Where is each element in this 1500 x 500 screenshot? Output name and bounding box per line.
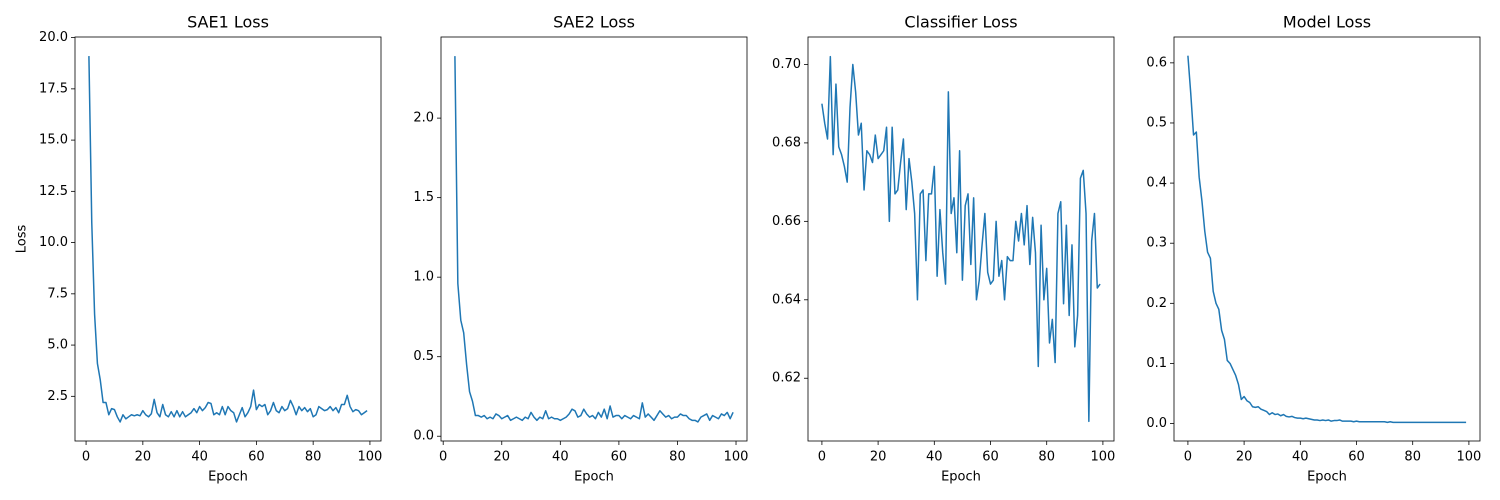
y-tick-label: 0.5 (413, 349, 434, 364)
y-tick-label: 0.70 (772, 57, 801, 72)
y-axis-label: Loss (15, 225, 30, 254)
x-tick-label: 20 (493, 450, 510, 465)
y-tick-label: 1.0 (413, 270, 434, 285)
y-tick-label: 0.1 (1146, 356, 1167, 371)
y-tick-label: 2.0 (413, 111, 434, 126)
y-tick-label: 0.62 (772, 371, 801, 386)
x-tick-label: 80 (669, 450, 686, 465)
y-tick-label: 12.5 (39, 184, 68, 199)
x-tick-label: 40 (552, 450, 569, 465)
x-tick-label: 40 (191, 450, 208, 465)
y-tick-label: 0.4 (1146, 176, 1167, 191)
y-tick-label: 10.0 (39, 235, 68, 250)
loss-line (821, 55, 1101, 423)
axes-frame (440, 36, 748, 442)
x-tick-label: 100 (358, 450, 383, 465)
x-tick-label: 40 (926, 450, 943, 465)
x-tick-label: 80 (305, 450, 322, 465)
x-tick-label: 0 (1184, 450, 1192, 465)
x-tick-label: 60 (611, 450, 628, 465)
x-tick-label: 0 (439, 450, 447, 465)
x-tick-label: 60 (248, 450, 265, 465)
loss-line (88, 56, 368, 423)
x-tick-label: 60 (982, 450, 999, 465)
axes-frame (1173, 36, 1481, 442)
y-tick-label: 0.0 (1146, 416, 1167, 431)
x-tick-label: 0 (818, 450, 826, 465)
y-tick-label: 1.5 (413, 190, 434, 205)
y-tick-label: 0.66 (772, 214, 801, 229)
y-tick-label: 7.5 (47, 286, 68, 301)
x-tick-label: 40 (1292, 450, 1309, 465)
x-axis-label: Epoch (208, 470, 248, 485)
chart-title: Model Loss (1283, 13, 1371, 32)
axes-frame (74, 36, 382, 442)
chart-title: SAE2 Loss (553, 13, 635, 32)
x-tick-label: 100 (1090, 450, 1115, 465)
y-tick-label: 2.5 (47, 389, 68, 404)
axes-frame (807, 36, 1115, 442)
chart-title: SAE1 Loss (187, 13, 269, 32)
y-tick-label: 5.0 (47, 338, 68, 353)
chart-title: Classifier Loss (904, 13, 1017, 32)
x-tick-label: 20 (870, 450, 887, 465)
x-tick-label: 20 (1236, 450, 1253, 465)
loss-line (454, 56, 734, 423)
y-tick-label: 15.0 (39, 133, 68, 148)
y-tick-label: 0.64 (772, 292, 801, 307)
y-tick-label: 0.6 (1146, 55, 1167, 70)
y-tick-label: 20.0 (39, 30, 68, 45)
y-tick-label: 0.0 (413, 429, 434, 444)
x-tick-label: 100 (724, 450, 749, 465)
x-tick-label: 80 (1404, 450, 1421, 465)
x-axis-label: Epoch (941, 470, 981, 485)
y-tick-label: 0.5 (1146, 115, 1167, 130)
y-tick-label: 0.68 (772, 135, 801, 150)
y-tick-label: 0.3 (1146, 236, 1167, 251)
x-tick-label: 20 (135, 450, 152, 465)
x-tick-label: 80 (1038, 450, 1055, 465)
x-tick-label: 0 (82, 450, 90, 465)
x-axis-label: Epoch (1307, 470, 1347, 485)
x-axis-label: Epoch (574, 470, 614, 485)
x-tick-label: 60 (1348, 450, 1365, 465)
y-tick-label: 0.2 (1146, 296, 1167, 311)
loss-line (1187, 55, 1467, 424)
x-tick-label: 100 (1456, 450, 1481, 465)
y-tick-label: 17.5 (39, 81, 68, 96)
